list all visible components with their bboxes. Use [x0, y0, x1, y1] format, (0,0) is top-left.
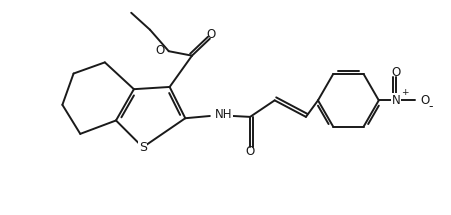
Text: O: O — [420, 94, 430, 107]
Text: O: O — [206, 28, 216, 41]
Text: -: - — [428, 100, 433, 113]
Text: O: O — [155, 44, 164, 57]
Text: NH: NH — [215, 108, 233, 121]
Text: O: O — [391, 66, 400, 79]
Text: N: N — [391, 94, 400, 107]
Text: S: S — [139, 141, 147, 154]
Text: O: O — [245, 145, 255, 158]
Text: +: + — [401, 88, 409, 97]
